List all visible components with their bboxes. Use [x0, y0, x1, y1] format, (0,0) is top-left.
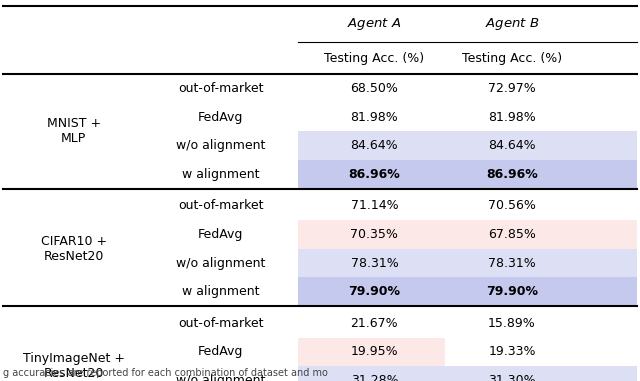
Bar [445, 131, 637, 160]
Text: 79.90%: 79.90% [348, 285, 401, 298]
Text: Testing Acc. (%): Testing Acc. (%) [324, 51, 424, 65]
Text: 19.95%: 19.95% [351, 345, 398, 359]
Text: TinyImageNet +
ResNet20: TinyImageNet + ResNet20 [22, 352, 125, 380]
Text: 70.35%: 70.35% [351, 228, 398, 241]
Text: Agent $B$: Agent $B$ [484, 16, 540, 32]
Bar [298, 338, 445, 366]
Bar [445, 160, 637, 189]
Text: FedAvg: FedAvg [198, 110, 243, 124]
Text: 31.30%: 31.30% [488, 374, 536, 381]
Text: out-of-market: out-of-market [178, 82, 264, 95]
Bar [298, 160, 445, 189]
Text: 15.89%: 15.89% [488, 317, 536, 330]
Text: 68.50%: 68.50% [351, 82, 398, 95]
Text: w alignment: w alignment [182, 285, 260, 298]
Text: 72.97%: 72.97% [488, 82, 536, 95]
Text: 81.98%: 81.98% [488, 110, 536, 124]
Text: out-of-market: out-of-market [178, 199, 264, 213]
Text: CIFAR10 +
ResNet20: CIFAR10 + ResNet20 [40, 235, 107, 263]
Text: out-of-market: out-of-market [178, 317, 264, 330]
Text: w/o alignment: w/o alignment [176, 256, 266, 270]
Text: FedAvg: FedAvg [198, 345, 243, 359]
Text: w/o alignment: w/o alignment [176, 139, 266, 152]
Text: FedAvg: FedAvg [198, 228, 243, 241]
Bar [445, 277, 637, 306]
Text: 19.33%: 19.33% [488, 345, 536, 359]
Bar [298, 131, 445, 160]
Text: Testing Acc. (%): Testing Acc. (%) [462, 51, 562, 65]
Text: 71.14%: 71.14% [351, 199, 398, 213]
Bar [298, 249, 445, 277]
Text: g accuracies are reported for each combination of dataset and mo: g accuracies are reported for each combi… [3, 368, 328, 378]
Text: MNIST +
MLP: MNIST + MLP [47, 117, 100, 146]
Text: 86.96%: 86.96% [486, 168, 538, 181]
Text: 67.85%: 67.85% [488, 228, 536, 241]
Bar [445, 366, 637, 381]
Text: 81.98%: 81.98% [351, 110, 398, 124]
Bar [445, 249, 637, 277]
Text: w alignment: w alignment [182, 168, 260, 181]
Text: 79.90%: 79.90% [486, 285, 538, 298]
Bar [298, 366, 445, 381]
Text: 84.64%: 84.64% [488, 139, 536, 152]
Text: 78.31%: 78.31% [351, 256, 398, 270]
Text: 78.31%: 78.31% [488, 256, 536, 270]
Text: Agent $A$: Agent $A$ [348, 16, 401, 32]
Text: 86.96%: 86.96% [349, 168, 400, 181]
Bar [298, 277, 445, 306]
Text: w/o alignment: w/o alignment [176, 374, 266, 381]
Text: 70.56%: 70.56% [488, 199, 536, 213]
Text: 31.28%: 31.28% [351, 374, 398, 381]
Text: 84.64%: 84.64% [351, 139, 398, 152]
Text: 21.67%: 21.67% [351, 317, 398, 330]
Bar [445, 220, 637, 249]
Bar [298, 220, 445, 249]
